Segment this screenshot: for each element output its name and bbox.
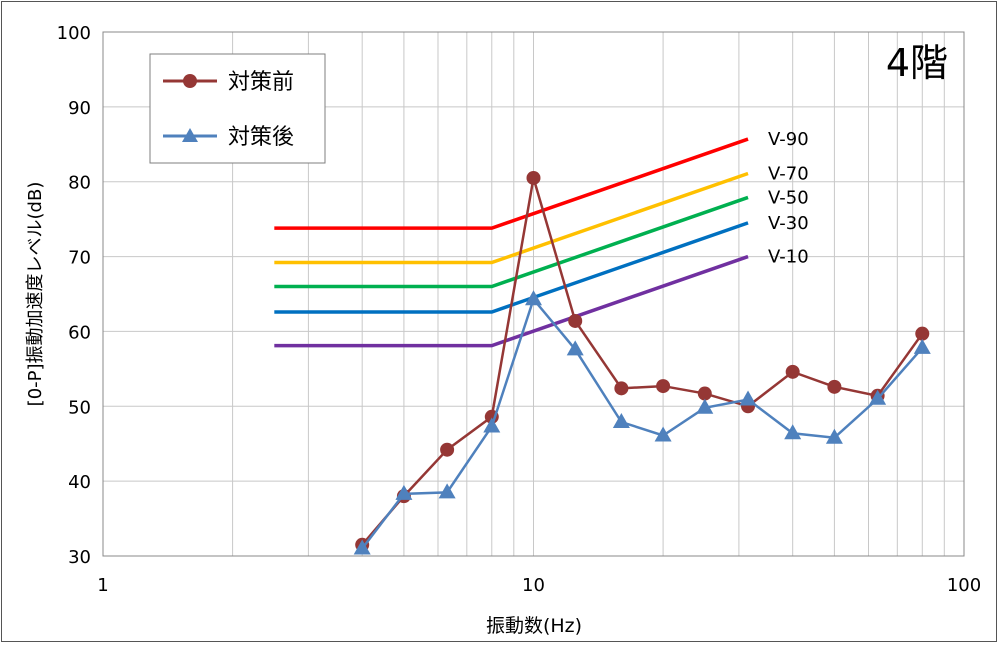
reference-line-label: V-90	[768, 129, 809, 150]
data-point	[696, 398, 714, 414]
data-point	[827, 379, 842, 394]
x-tick-label: 10	[522, 575, 545, 596]
reference-line-label: V-50	[768, 187, 809, 208]
data-point	[526, 170, 541, 185]
data-point	[612, 413, 630, 429]
reference-line	[274, 137, 749, 230]
data-point	[739, 390, 757, 406]
data-point	[566, 340, 584, 356]
reference-line	[274, 195, 749, 289]
data-point	[440, 442, 455, 457]
data-point	[784, 424, 802, 440]
legend: 対策前 対策後	[149, 53, 326, 164]
reference-line-label: V-70	[768, 163, 809, 184]
legend-label-before: 対策前	[228, 70, 294, 95]
data-point	[568, 313, 583, 328]
y-tick-label: 90	[68, 98, 91, 119]
reference-line-label: V-10	[768, 247, 809, 268]
legend-marker-before	[183, 74, 197, 88]
y-tick-label: 60	[68, 322, 91, 343]
x-tick-label: 100	[947, 575, 981, 596]
legend-label-after: 対策後	[228, 125, 294, 150]
x-tick-label: 1	[97, 575, 108, 596]
reference-line	[274, 171, 749, 265]
data-point	[915, 326, 930, 341]
data-series	[353, 170, 931, 555]
y-tick-label: 70	[68, 248, 91, 269]
reference-line	[274, 221, 749, 314]
y-tick-label: 30	[68, 547, 91, 568]
legend-marker-after	[182, 128, 198, 142]
data-point	[825, 428, 843, 444]
y-axis-label: [0-P]振動加速度レベル(dB)	[25, 182, 46, 407]
data-point	[353, 539, 371, 555]
reference-lines: V-90 V-70 V-50 V-30 V-10	[274, 129, 809, 348]
x-axis-label: 振動数(Hz)	[486, 615, 582, 637]
reference-line	[274, 254, 749, 348]
data-point	[654, 426, 672, 442]
y-tick-label: 50	[68, 397, 91, 418]
series-line	[361, 177, 924, 546]
series-line	[361, 296, 924, 550]
data-point	[913, 338, 931, 354]
y-tick-label: 100	[57, 23, 91, 44]
reference-line-label: V-30	[768, 213, 809, 234]
data-point	[869, 389, 887, 405]
data-point	[656, 379, 671, 394]
data-point	[697, 386, 712, 401]
data-point	[395, 484, 413, 500]
data-point	[483, 417, 501, 433]
legend-box	[149, 53, 326, 164]
y-tick-label: 80	[68, 173, 91, 194]
data-point	[525, 290, 542, 306]
floor-annotation: 4階	[886, 41, 948, 85]
plot-area	[102, 31, 965, 557]
y-tick-label: 40	[68, 472, 91, 493]
data-point	[438, 483, 456, 499]
data-point	[785, 364, 800, 379]
data-point	[614, 381, 629, 396]
